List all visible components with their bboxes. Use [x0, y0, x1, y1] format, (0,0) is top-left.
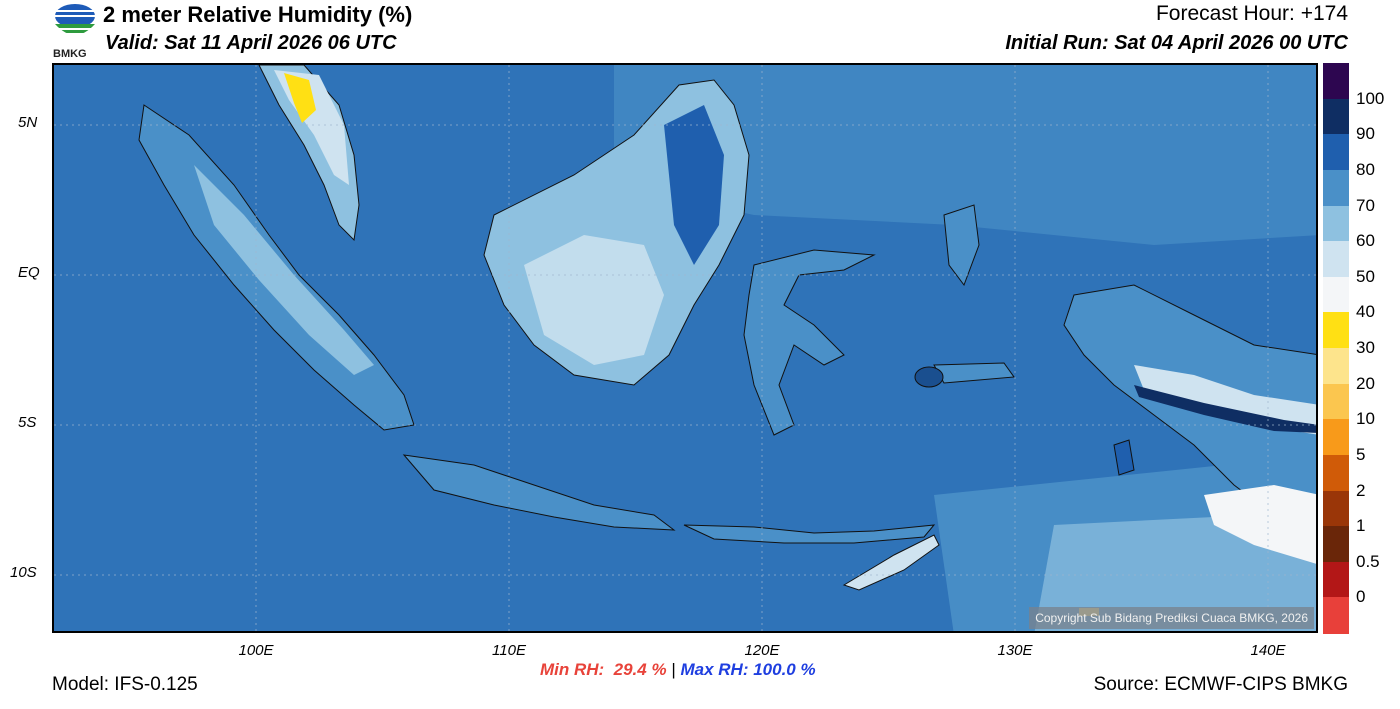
- colorbar-segment: [1323, 169, 1349, 206]
- lat-label-eq: EQ: [18, 264, 40, 281]
- sulawesi-island: [743, 249, 876, 436]
- bmkg-logo: BMKG: [50, 2, 100, 60]
- colorbar-segment: [1323, 134, 1349, 171]
- forecast-hour: Forecast Hour: +174: [1155, 2, 1348, 25]
- chart-title: 2 meter Relative Humidity (%): [103, 2, 413, 27]
- colorbar-segment: [1323, 490, 1349, 527]
- lat-label-10s: 10S: [10, 564, 37, 581]
- new-guinea-wet-zone: [1134, 385, 1316, 433]
- model-label: Model: IFS-0.125: [52, 674, 198, 695]
- colorbar-label: 10: [1356, 409, 1375, 429]
- colorbar-segment: [1323, 419, 1349, 456]
- colorbar-segment: [1323, 383, 1349, 420]
- aru-island: [1113, 439, 1135, 476]
- colorbar-label: 2: [1356, 480, 1366, 500]
- colorbar-label: 50: [1356, 266, 1375, 286]
- colorbar-label: 0.5: [1356, 551, 1380, 571]
- logo-text: BMKG: [53, 48, 87, 60]
- min-max-summary: Min RH: 29.4 % | Max RH: 100.0 %: [540, 660, 816, 680]
- graticule: [54, 65, 1316, 631]
- colorbar-label: 80: [1356, 159, 1375, 179]
- colorbar-segment: [1323, 98, 1349, 135]
- new-guinea-highland: [1134, 365, 1316, 435]
- borneo-lowland: [524, 235, 664, 365]
- colorbar-label: 1: [1356, 516, 1366, 536]
- colorbar-label: 90: [1356, 124, 1375, 144]
- colorbar-segment: [1323, 276, 1349, 313]
- colorbar-label: 100: [1356, 88, 1385, 108]
- colorbar-label: 40: [1356, 302, 1375, 322]
- colorbar: [1323, 63, 1349, 634]
- colorbar-segment: [1323, 526, 1349, 563]
- min-rh: Min RH: 29.4 %: [540, 660, 667, 679]
- colorbar-label: 5: [1356, 444, 1366, 464]
- source-label: Source: ECMWF-CIPS BMKG: [1093, 674, 1348, 695]
- colorbar-segment: [1323, 241, 1349, 278]
- lon-label-100e: 100E: [238, 642, 274, 659]
- lon-label-140e: 140E: [1250, 642, 1286, 659]
- borneo-wet-zone: [664, 105, 724, 265]
- lon-label-130e: 130E: [997, 642, 1033, 659]
- colorbar-label: 20: [1356, 373, 1375, 393]
- colorbar-segment: [1323, 597, 1349, 634]
- colorbar-label: 30: [1356, 338, 1375, 357]
- max-rh: Max RH: 100.0 %: [680, 660, 816, 679]
- timor-island: [842, 534, 940, 591]
- initial-run: Initial Run: Sat 04 April 2026 00 UTC: [1005, 32, 1348, 54]
- colorbar-segment: [1323, 312, 1349, 349]
- lat-label-5n: 5N: [18, 114, 38, 131]
- colorbar-segment: [1323, 454, 1349, 491]
- ocean-zone: [614, 65, 1316, 245]
- lesser-sunda: [683, 524, 936, 544]
- humidity-map: Copyright Sub Bidang Prediksi Cuaca BMKG…: [52, 63, 1318, 633]
- lon-label-110e: 110E: [492, 642, 526, 659]
- valid-time: Valid: Sat 11 April 2026 06 UTC: [105, 32, 397, 54]
- dry-zone: [284, 73, 316, 123]
- java-island: [402, 454, 676, 531]
- colorbar-segment: [1323, 205, 1349, 242]
- colorbar-label: 70: [1356, 195, 1375, 215]
- halmahera-island: [943, 204, 980, 287]
- colorbar-label: 60: [1356, 231, 1375, 251]
- copyright-label: Copyright Sub Bidang Prediksi Cuaca BMKG…: [1029, 607, 1314, 629]
- colorbar-label: 0: [1356, 587, 1366, 607]
- colorbar-segment: [1323, 348, 1349, 385]
- lat-label-5s: 5S: [18, 414, 37, 431]
- lon-label-120e: 120E: [744, 642, 780, 659]
- ocean-zone: [1034, 515, 1316, 631]
- sumatra-highland: [194, 165, 374, 375]
- buru-island: [914, 366, 944, 388]
- south-new-guinea: [1204, 485, 1316, 564]
- min-max-separator: |: [666, 660, 681, 679]
- colorbar-segment: [1323, 561, 1349, 598]
- colorbar-segment: [1323, 63, 1349, 100]
